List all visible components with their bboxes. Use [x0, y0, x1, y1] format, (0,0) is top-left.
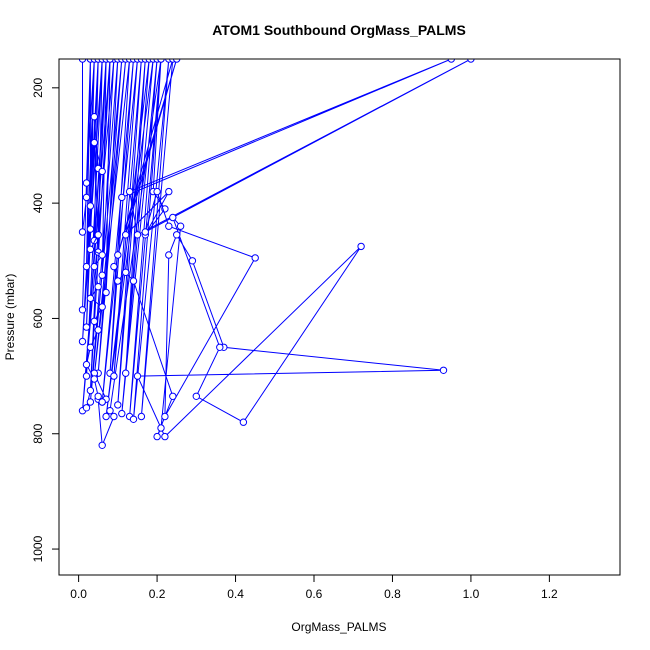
data-point — [118, 409, 126, 418]
x-tick-label: 1.2 — [541, 587, 558, 601]
x-axis: 0.0 0.2 0.4 0.6 0.8 1.0 1.2 — [70, 574, 558, 601]
data-point — [82, 193, 91, 202]
data-point — [129, 277, 138, 285]
data-point — [94, 326, 102, 334]
data-point — [161, 412, 169, 421]
y-tick-label: 600 — [31, 308, 45, 328]
data-point — [98, 251, 106, 259]
data-point — [78, 306, 87, 314]
data-point — [110, 372, 118, 380]
data-point — [165, 187, 173, 196]
data-point — [125, 187, 134, 196]
x-tick-label: 1.0 — [463, 587, 480, 601]
x-tick-label: 0.4 — [227, 587, 244, 601]
data-point — [98, 441, 106, 449]
data-point — [137, 412, 146, 421]
y-tick-label: 800 — [31, 423, 45, 443]
data-point — [114, 277, 122, 285]
y-axis-label: Pressure (mbar) — [3, 274, 17, 361]
data-point — [90, 113, 99, 121]
data-point — [173, 231, 181, 239]
data-point — [153, 432, 161, 441]
data-point — [86, 294, 95, 302]
data-point — [86, 386, 95, 395]
data-point — [102, 412, 110, 421]
data-point — [251, 254, 259, 262]
data-point — [216, 343, 224, 351]
data-point — [98, 398, 106, 406]
data-point — [78, 337, 87, 346]
data-point — [90, 317, 99, 325]
data-point — [122, 369, 130, 377]
data-point — [90, 262, 99, 271]
data-point — [98, 271, 106, 279]
x-tick-label: 0.8 — [384, 587, 401, 601]
x-tick-label: 0.0 — [70, 587, 87, 601]
data-point — [86, 225, 95, 233]
data-point — [133, 372, 142, 380]
data-point — [114, 401, 122, 409]
data-point — [467, 59, 475, 63]
data-point — [161, 432, 169, 441]
x-axis-label: OrgMass_PALMS — [291, 620, 386, 634]
x-tick-label: 0.6 — [306, 587, 323, 601]
data-point — [192, 392, 201, 400]
data-point — [82, 179, 91, 187]
data-point — [133, 231, 142, 239]
data-point — [110, 262, 118, 271]
data-point — [86, 398, 95, 406]
data-point — [169, 392, 177, 400]
data-point — [129, 415, 138, 423]
series-layer — [78, 59, 475, 449]
data-point — [82, 360, 91, 369]
data-point — [86, 245, 95, 254]
data-point — [169, 213, 177, 222]
data-point — [82, 372, 91, 380]
series-line-1 — [82, 59, 178, 446]
data-point — [106, 59, 114, 63]
data-point — [157, 424, 165, 432]
data-point — [447, 59, 455, 63]
data-point — [90, 375, 99, 383]
data-point — [86, 202, 95, 210]
data-point — [82, 404, 91, 412]
data-point — [90, 138, 99, 147]
data-point — [110, 412, 118, 421]
data-point — [82, 323, 91, 331]
data-point — [141, 228, 150, 236]
data-point — [98, 167, 106, 176]
data-point — [122, 231, 130, 239]
chart-title: ATOM1 Southbound OrgMass_PALMS — [212, 22, 466, 38]
data-point — [165, 222, 173, 230]
y-tick-label: 200 — [31, 77, 45, 97]
data-point — [157, 59, 165, 63]
data-point — [94, 231, 102, 239]
data-point — [82, 262, 91, 271]
data-point — [165, 251, 173, 259]
data-point — [173, 59, 181, 63]
data-point — [357, 242, 365, 251]
y-tick-label: 1000 — [31, 535, 45, 562]
data-point — [106, 407, 114, 415]
data-point — [98, 303, 106, 311]
y-axis: 200 400 600 800 1000 — [31, 77, 60, 562]
data-point — [153, 187, 161, 196]
data-point — [114, 251, 122, 259]
data-point — [176, 222, 185, 230]
data-point — [102, 288, 110, 297]
y-tick-label: 400 — [31, 193, 45, 213]
data-point — [78, 59, 87, 63]
x-tick-label: 0.2 — [149, 587, 166, 601]
data-point — [239, 418, 248, 426]
data-point — [118, 193, 126, 202]
data-point — [78, 228, 87, 236]
data-point — [86, 343, 95, 351]
data-point — [188, 257, 197, 265]
data-point — [94, 392, 102, 400]
data-point — [439, 366, 448, 374]
data-point — [94, 283, 102, 291]
data-point — [122, 268, 130, 276]
plot-frame — [58, 58, 621, 576]
